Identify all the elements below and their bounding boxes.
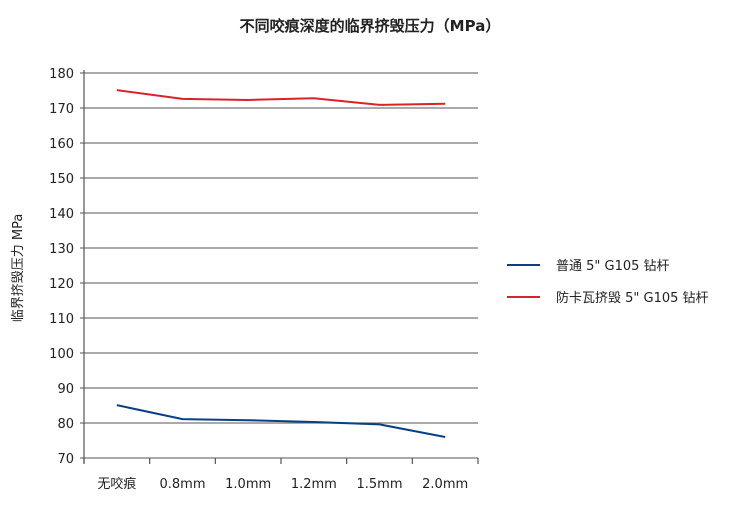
x-tick-label: 2.0mm xyxy=(422,477,468,492)
y-tick-label: 80 xyxy=(57,417,74,432)
y-axis-label: 临界挤毁压力 MPa xyxy=(11,214,26,323)
y-tick-label: 120 xyxy=(49,277,74,292)
chart-title: 不同咬痕深度的临界挤毁压力（MPa） xyxy=(240,17,501,35)
y-tick-label: 180 xyxy=(49,67,74,82)
y-tick-label: 150 xyxy=(49,172,74,187)
y-tick-label: 110 xyxy=(49,312,74,327)
y-tick-label: 160 xyxy=(49,137,74,152)
x-tick-label: 1.2mm xyxy=(291,477,337,492)
x-tick-label: 无咬痕 xyxy=(97,476,136,492)
y-tick-label: 70 xyxy=(57,452,74,467)
y-tick-label: 90 xyxy=(57,382,74,397)
series-line-1 xyxy=(116,89,446,106)
legend-label: 普通 5" G105 钻杆 xyxy=(556,259,670,274)
y-tick-label: 100 xyxy=(49,347,74,362)
series-line-0 xyxy=(116,404,446,438)
x-tick-label: 1.5mm xyxy=(356,477,402,492)
y-tick-label: 130 xyxy=(49,242,74,257)
legend-label: 防卡瓦挤毁 5" G105 钻杆 xyxy=(556,290,709,306)
y-tick-label: 170 xyxy=(49,102,74,117)
x-tick-label: 1.0mm xyxy=(225,477,271,492)
y-tick-label: 140 xyxy=(49,207,74,222)
x-tick-label: 0.8mm xyxy=(159,477,205,492)
